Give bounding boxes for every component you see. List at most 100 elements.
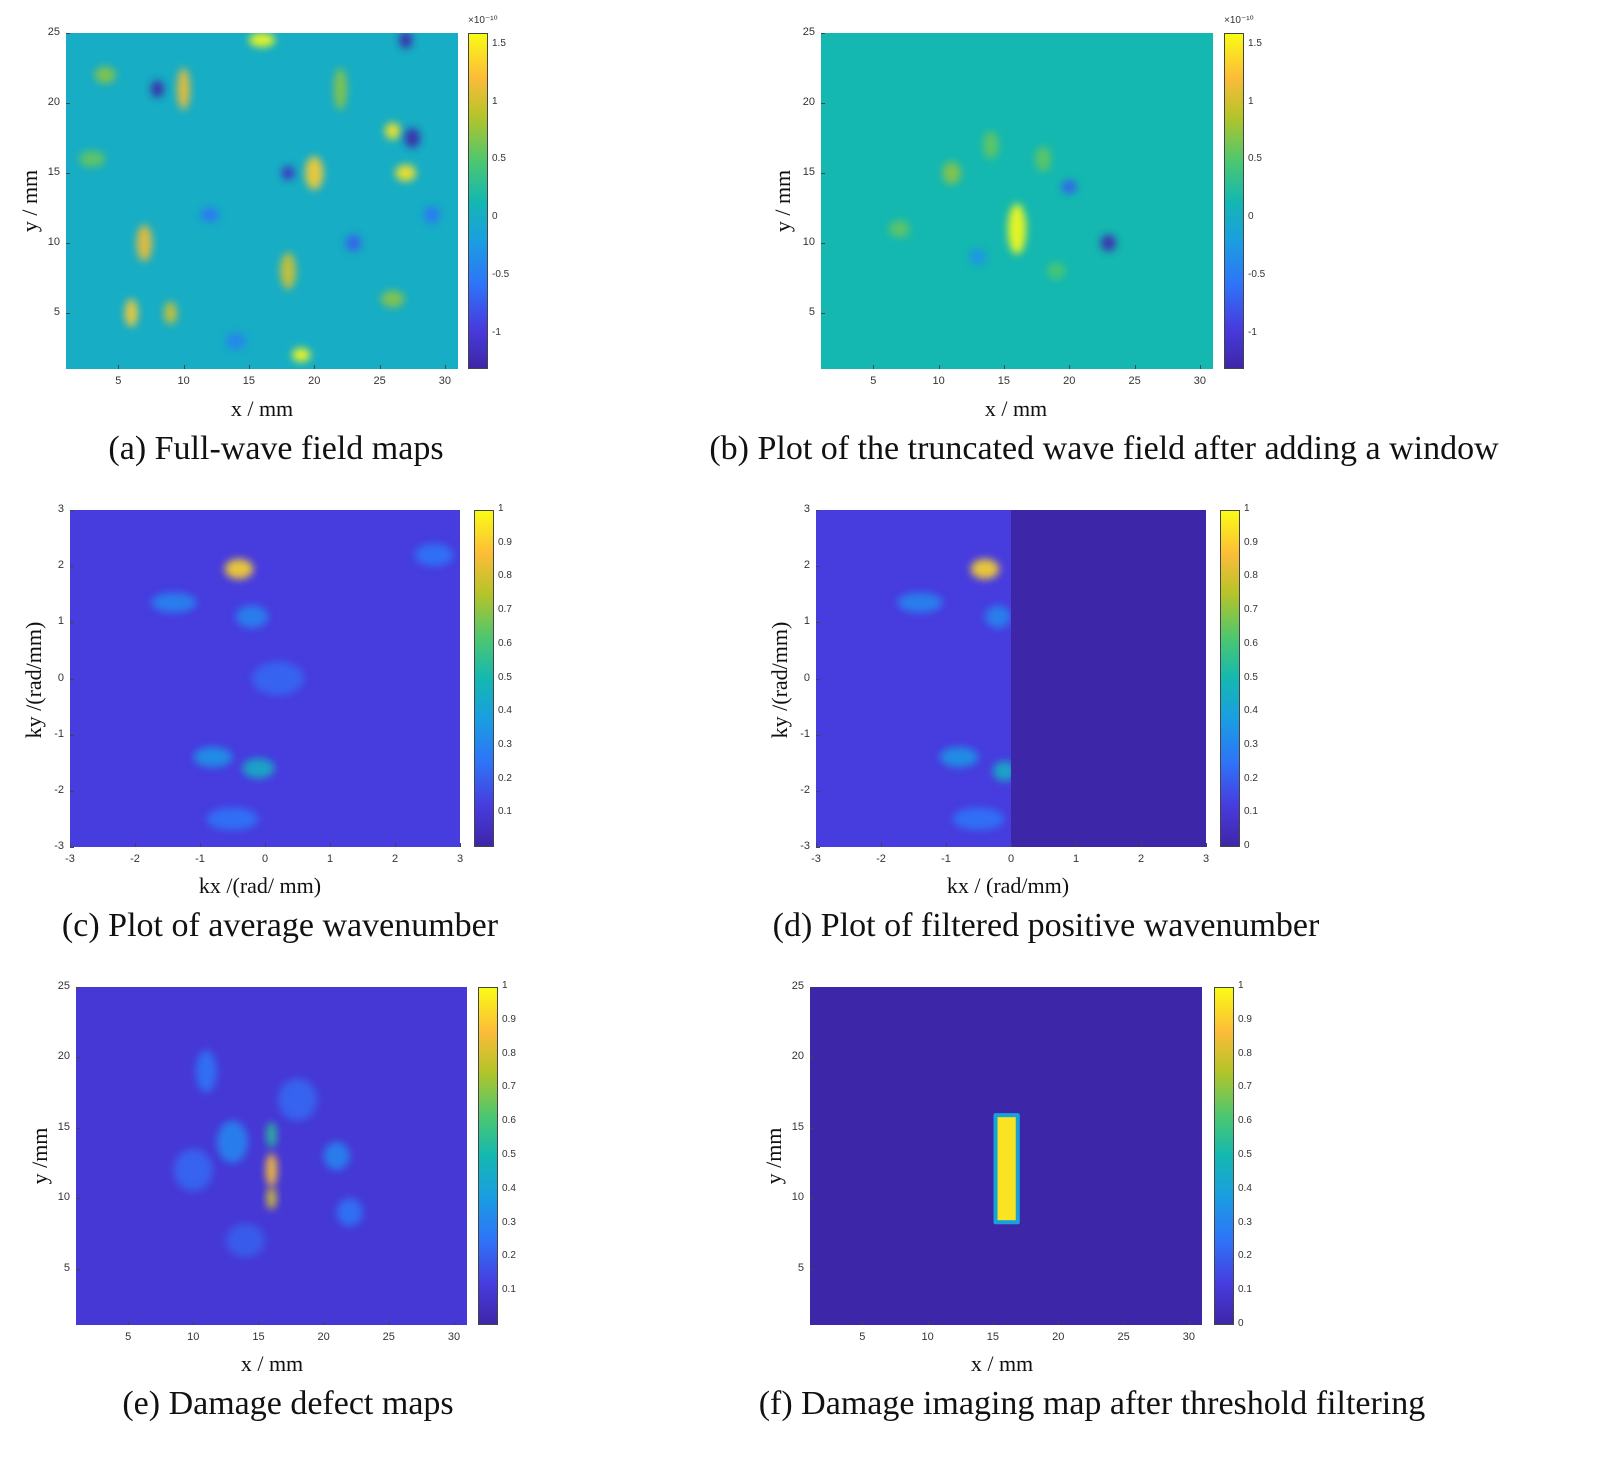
subfigure-caption: (d) Plot of filtered positive wavenumber [772,907,1320,944]
colorbar-tick-label: 0.3 [498,738,512,750]
colorbar-tick-label: 0.5 [1248,153,1262,165]
y-tick-mark [816,734,820,736]
colorbar-exponent: ×10⁻¹⁰ [468,15,498,26]
x-tick-mark [200,843,201,847]
colorbar-tick-label: 0.3 [1244,738,1258,750]
y-tick-mark [76,1127,80,1129]
y-axis-label: ky /(rad/mm) [21,621,46,739]
heatmap-blob [225,1223,265,1258]
x-tick-label: 15 [242,375,256,387]
colorbar-tick-label: 0.7 [502,1081,516,1093]
y-tick-label: 25 [802,26,815,38]
heatmap-field [79,33,440,362]
x-tick-label: 10 [187,1331,200,1343]
x-tick-mark [1058,1321,1060,1325]
x-tick-label: 10 [932,375,945,387]
heatmap-blob [242,758,275,779]
colorbar-tick-label: 0.9 [1244,536,1258,548]
heatmap-blob [195,1050,217,1093]
heatmap-blob [983,131,999,159]
y-tick-mark [816,678,820,680]
x-tick-label: 5 [115,375,122,387]
y-tick-label: 10 [47,236,60,248]
y-tick-mark [66,243,70,244]
colorbar-tick-label: 0.5 [1238,1149,1252,1160]
y-tick-label: 3 [803,503,810,515]
colorbar-tick-label: 0.2 [498,772,512,784]
colorbar-tick-label: 1 [492,95,498,107]
heatmap-blob [216,1120,249,1164]
heatmap-blob [1061,180,1078,194]
x-tick-mark [938,365,940,369]
y-tick-mark [821,33,825,34]
x-tick-label: 5 [125,1331,132,1343]
subfigure-caption: (a) Full-wave field maps [108,430,444,467]
heatmap-blob [1100,234,1117,252]
colorbar-tick-label: -1 [492,327,501,339]
y-tick-mark [76,987,80,988]
heatmap-plot-area [810,987,1202,1325]
x-tick-mark [193,1321,195,1325]
heatmap-blob [164,301,178,325]
heatmap-blob [278,1078,318,1121]
colorbar-tick-label: 0.3 [1238,1216,1252,1228]
colorbar-tick-label: 0.8 [502,1047,516,1059]
y-tick-label: 15 [791,1120,804,1133]
heatmap-blob [323,1141,350,1171]
y-tick-label: 20 [802,96,815,108]
y-tick-label: -3 [800,840,810,852]
colorbar-tick-label: 0.2 [1238,1250,1252,1262]
x-tick-label: 20 [1063,375,1076,387]
y-tick-mark [821,103,825,104]
x-tick-mark [258,1321,260,1325]
heatmap-blob [124,299,138,327]
x-tick-label: -1 [941,853,951,865]
y-tick-label: -1 [800,727,810,740]
x-tick-mark [1076,843,1077,847]
colorbar-tick-label: 0.9 [502,1013,516,1025]
heatmap-blob [384,122,401,140]
colorbar [468,33,488,369]
x-axis-label: x / mm [970,1351,1034,1376]
colorbar-tick-label: 0.5 [502,1149,516,1160]
colorbar-tick-label: 0.1 [498,806,512,818]
x-tick-label: 30 [1182,1331,1196,1343]
heatmap-blob [399,33,413,49]
y-tick-mark [816,790,820,792]
y-tick-label: 20 [791,1050,804,1063]
colorbar-tick-label: 1 [502,980,508,991]
x-tick-label: 30 [438,375,452,387]
colorbar-tick-label: 0.6 [502,1115,516,1127]
heatmap-blob [235,605,269,628]
y-tick-mark [70,510,74,511]
x-tick-mark [460,843,461,847]
y-tick-label: 10 [57,1191,70,1204]
y-axis-label: y / mm [17,169,42,233]
x-tick-mark [816,843,817,847]
x-tick-label: 3 [1202,853,1210,865]
x-axis-label: x / mm [984,396,1048,421]
x-tick-mark [1069,365,1071,369]
y-tick-label: 25 [791,980,804,992]
colorbar-tick-label: 0.5 [492,153,506,165]
y-tick-mark [810,1198,814,1200]
heatmap-blob [150,80,164,98]
colorbar-tick-label: 0.8 [1244,570,1258,582]
x-tick-mark [118,365,120,369]
y-tick-mark [810,1268,814,1270]
colorbar-tick-label: 0.6 [1238,1115,1252,1127]
y-tick-label: 20 [47,96,60,108]
x-tick-label: 25 [373,375,386,387]
y-tick-label: -3 [54,840,64,852]
x-tick-label: 15 [997,375,1011,387]
y-tick-mark [70,678,74,680]
heatmap-blob [952,807,1005,831]
heatmap-plot-area [816,510,1206,847]
y-tick-mark [810,987,814,988]
y-tick-mark [76,1057,80,1059]
heatmap-blob [1035,146,1051,172]
heatmap-blob [1007,203,1027,255]
colorbar-tick-label: 1 [1244,503,1250,514]
heatmap-field [993,1113,1020,1225]
colorbar-tick-label: 0.3 [502,1216,516,1228]
